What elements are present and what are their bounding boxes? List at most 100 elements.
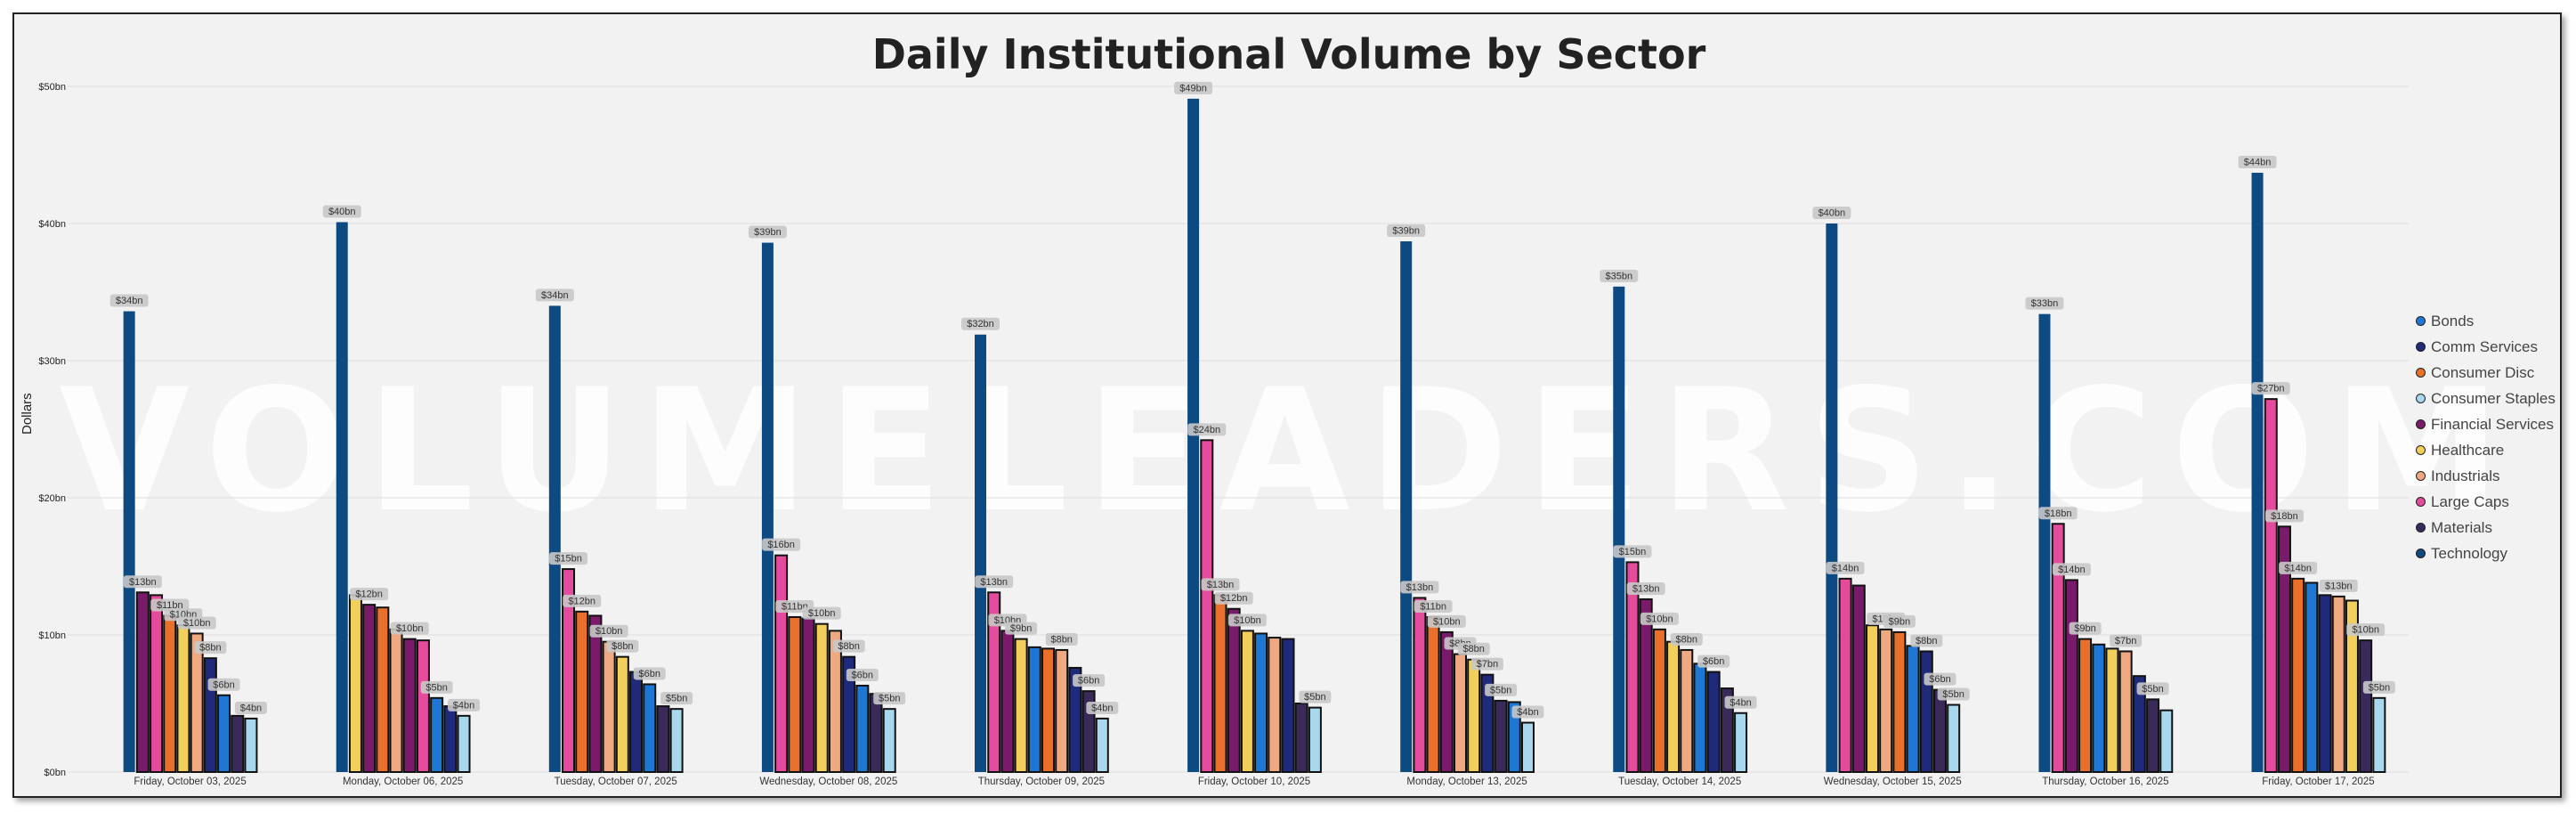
data-label-bg xyxy=(832,639,865,653)
data-label-bg xyxy=(1414,599,1453,613)
data-label-bg xyxy=(1470,657,1503,671)
data-label: $6bn xyxy=(1703,656,1724,667)
legend-item[interactable]: Financial Services xyxy=(2416,411,2556,437)
legend-label: Comm Services xyxy=(2431,337,2538,355)
y-tick-label: $20bn xyxy=(38,493,66,504)
bar-industrials xyxy=(2331,595,2345,773)
bar-bonds xyxy=(1693,663,1707,774)
data-label-bg xyxy=(234,701,267,714)
bar-consumer-staples xyxy=(1947,703,1961,773)
bar-bonds xyxy=(430,696,444,774)
data-label-bg xyxy=(390,622,429,635)
bar-comm-services xyxy=(443,705,458,774)
legend-swatch xyxy=(2416,419,2426,429)
data-label-bg xyxy=(2362,680,2395,694)
bar-consumer-disc xyxy=(2078,638,2093,773)
legend-item[interactable]: Large Caps xyxy=(2416,489,2556,515)
data-label-bg xyxy=(1400,581,1439,594)
bar-large-caps xyxy=(562,568,576,774)
bar-industrials xyxy=(1055,648,1069,773)
bar-industrials xyxy=(602,640,616,774)
bar-consumer-staples xyxy=(457,714,471,773)
bar-materials xyxy=(869,693,883,773)
bar-healthcare xyxy=(2105,647,2119,774)
x-tick-label: Monday, October 06, 2025 xyxy=(343,776,463,787)
legend-item[interactable]: Materials xyxy=(2416,515,2556,541)
data-label-bg xyxy=(420,680,453,694)
bar-consumer-staples xyxy=(1734,711,1748,774)
data-label-bg xyxy=(2038,507,2078,520)
bar-financial-services xyxy=(1227,607,1241,773)
data-label: $39bn xyxy=(1392,226,1420,237)
x-tick-label: Thursday, October 16, 2025 xyxy=(2042,776,2168,787)
data-label-bg xyxy=(563,594,602,607)
x-tick-label: Wednesday, October 15, 2025 xyxy=(1824,776,1962,787)
bar-consumer-staples xyxy=(1095,717,1109,774)
data-label: $13bn xyxy=(980,577,1008,588)
legend-swatch xyxy=(2416,342,2426,352)
bar-technology xyxy=(761,242,774,772)
bar-comm-services xyxy=(2318,594,2332,774)
bar-financial-services xyxy=(362,604,377,773)
bar-consumer-staples xyxy=(2372,696,2386,774)
data-label-bg xyxy=(1086,701,1119,714)
data-label-bg xyxy=(2136,682,2169,695)
y-tick-label: $0bn xyxy=(45,768,66,778)
legend-item[interactable]: Industrials xyxy=(2416,463,2556,489)
data-label-bg xyxy=(1937,687,1970,701)
bar-bonds xyxy=(1507,701,1521,774)
legend-item[interactable]: Consumer Disc xyxy=(2416,360,2556,386)
data-label: $18bn xyxy=(2045,508,2072,519)
data-label-bg xyxy=(1299,690,1332,703)
data-label: $5bn xyxy=(879,694,900,704)
x-tick-label: Friday, October 10, 2025 xyxy=(1198,776,1310,787)
data-label-bg xyxy=(802,606,841,620)
data-label: $4bn xyxy=(453,700,474,711)
bar-comm-services xyxy=(1281,638,1295,773)
y-tick-label: $50bn xyxy=(38,82,66,93)
legend-item[interactable]: Technology xyxy=(2416,541,2556,566)
bar-comm-services xyxy=(629,671,644,774)
bar-large-caps xyxy=(987,591,1001,774)
data-label-bg xyxy=(123,575,162,589)
bar-consumer-disc xyxy=(2291,577,2305,773)
bar-consumer-disc xyxy=(1041,647,1056,774)
bar-bonds xyxy=(855,684,870,773)
data-label: $32bn xyxy=(967,319,994,329)
bar-healthcare xyxy=(1014,638,1028,773)
data-label: $10bn xyxy=(808,608,836,619)
data-label: $35bn xyxy=(1605,271,1632,281)
legend-label: Large Caps xyxy=(2431,492,2509,510)
bar-large-caps xyxy=(1200,439,1214,773)
legend-label: Consumer Disc xyxy=(2431,363,2535,381)
data-label: $8bn xyxy=(1462,644,1484,654)
bar-technology xyxy=(1400,241,1413,772)
data-label: $14bn xyxy=(2284,563,2312,573)
data-label: $13bn xyxy=(1207,580,1235,590)
data-label-bg xyxy=(1073,674,1106,687)
bar-comm-services xyxy=(1919,650,1933,773)
bar-consumer-staples xyxy=(244,717,258,774)
data-label-bg xyxy=(1214,591,1253,605)
bar-materials xyxy=(1932,688,1947,773)
legend-item[interactable]: Consumer Staples xyxy=(2416,386,2556,411)
data-label: $11bn xyxy=(782,601,808,612)
bar-industrials xyxy=(1453,653,1467,773)
legend-item[interactable]: Bonds xyxy=(2416,308,2556,334)
bar-materials xyxy=(1720,687,1734,773)
legend-item[interactable]: Comm Services xyxy=(2416,334,2556,360)
watermark: VOLUMELEADERS.COM xyxy=(59,353,2519,549)
bar-technology xyxy=(123,311,135,772)
bar-healthcare xyxy=(814,622,829,773)
data-label: $34bn xyxy=(116,296,143,306)
data-label-bg xyxy=(633,667,666,680)
bar-financial-services xyxy=(1851,584,1866,773)
data-label: $13bn xyxy=(1632,583,1660,594)
data-label: $24bn xyxy=(1194,425,1221,435)
x-tick-label: Tuesday, October 07, 2025 xyxy=(555,776,677,787)
bar-industrials xyxy=(190,632,204,774)
legend-item[interactable]: Healthcare xyxy=(2416,437,2556,463)
data-label: $8bn xyxy=(1050,634,1072,645)
data-label-bg xyxy=(177,616,216,630)
data-label-bg xyxy=(2319,579,2358,592)
